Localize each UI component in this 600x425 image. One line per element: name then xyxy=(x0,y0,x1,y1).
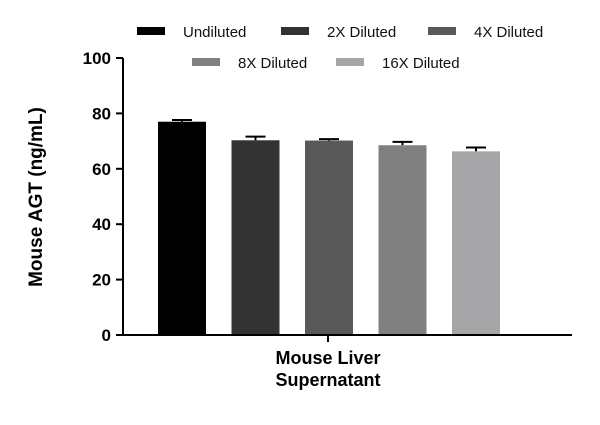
bar-undiluted xyxy=(158,121,206,336)
legend-swatch xyxy=(428,27,456,35)
legend-label: Undiluted xyxy=(183,24,246,41)
legend-swatch xyxy=(336,58,364,66)
y-tick-label: 0 xyxy=(102,326,111,345)
y-tick-label: 80 xyxy=(92,104,111,123)
y-axis: 0 20 40 60 80 100 xyxy=(83,49,124,345)
legend-label: 8X Diluted xyxy=(238,55,307,72)
bar-8x-diluted xyxy=(378,145,427,335)
y-tick-label: 60 xyxy=(92,160,111,179)
bars xyxy=(158,119,500,336)
legend-label: 2X Diluted xyxy=(327,24,396,41)
legend-swatch xyxy=(192,58,220,66)
legend-label: 4X Diluted xyxy=(474,24,543,41)
bar-2x-diluted xyxy=(231,140,280,335)
legend-swatch xyxy=(137,27,165,35)
legend-label: 16X Diluted xyxy=(382,55,460,72)
y-tick-label: 20 xyxy=(92,271,111,290)
bar-16x-diluted xyxy=(452,151,500,335)
bar-4x-diluted xyxy=(305,140,353,335)
legend: Undiluted 2X Diluted 4X Diluted 8X Diluted 1… xyxy=(137,24,543,72)
y-tick-label: 40 xyxy=(92,215,111,234)
legend-swatch xyxy=(281,27,309,35)
x-category-label: Supernatant xyxy=(275,370,380,390)
x-category-label: Mouse Liver xyxy=(275,348,380,368)
y-axis-title: Mouse AGT (ng/mL) xyxy=(26,107,47,287)
y-tick-label: 100 xyxy=(83,49,111,68)
